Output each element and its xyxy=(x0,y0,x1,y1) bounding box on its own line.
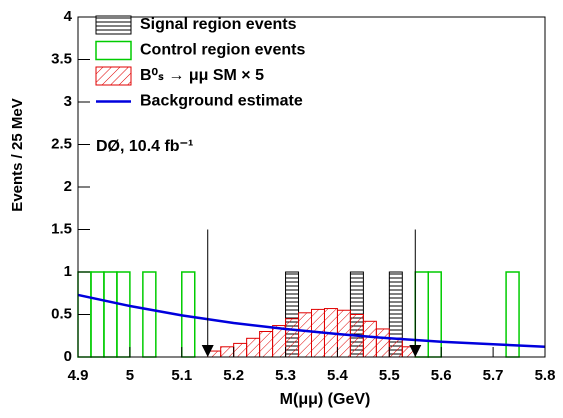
histogram-bin xyxy=(246,337,261,358)
arrow-head xyxy=(201,345,214,357)
y-tick-label: 2.5 xyxy=(51,135,72,152)
histogram-bin xyxy=(362,320,377,358)
histogram-bin xyxy=(116,271,131,358)
y-tick-label: 3.5 xyxy=(51,50,72,67)
histogram-bin xyxy=(414,271,429,358)
legend-label: Background estimate xyxy=(140,93,303,110)
y-tick-label: 4 xyxy=(64,8,73,25)
histogram-bin xyxy=(298,312,312,358)
x-tick-label: 5.8 xyxy=(535,367,556,384)
arrow-head xyxy=(409,345,422,357)
x-tick-label: 5.6 xyxy=(431,367,452,384)
x-tick-label: 5.1 xyxy=(171,367,192,384)
histogram-bin xyxy=(259,331,274,358)
legend-label: Signal region events xyxy=(140,16,297,33)
y-axis-title: Events / 25 MeV xyxy=(9,98,26,211)
legend-symbol xyxy=(95,66,132,86)
x-tick-label: 5.5 xyxy=(379,367,400,384)
x-tick-label: 5.2 xyxy=(223,367,244,384)
x-tick-label: 5 xyxy=(126,367,134,384)
histogram-bin xyxy=(142,271,157,358)
histogram-bin xyxy=(272,325,287,358)
x-axis-title: M(μμ) (GeV) xyxy=(280,391,371,408)
histogram-bin xyxy=(427,271,442,358)
y-tick-label: 0 xyxy=(64,348,72,365)
x-tick-label: 5.4 xyxy=(327,367,349,384)
histogram-bin xyxy=(375,328,390,358)
histogram-bin xyxy=(233,342,248,358)
legend-symbol xyxy=(95,15,132,35)
annotation: DØ, 10.4 fb⁻¹ xyxy=(96,138,193,155)
legend-label: B⁰ₛ → μμ SM × 5 xyxy=(140,67,264,84)
y-tick-label: 1 xyxy=(64,263,72,280)
x-tick-label: 5.3 xyxy=(275,367,296,384)
histogram-bin xyxy=(220,346,235,358)
histogram-bin xyxy=(285,318,300,358)
y-tick-label: 3 xyxy=(64,93,72,110)
y-tick-label: 1.5 xyxy=(51,220,72,237)
histogram-bin xyxy=(103,271,118,358)
legend-symbol xyxy=(95,40,132,61)
legend-label: Control region events xyxy=(140,42,305,59)
histogram-bin xyxy=(90,271,105,358)
y-tick-label: 0.5 xyxy=(51,305,72,322)
x-tick-label: 4.9 xyxy=(68,367,89,384)
y-tick-label: 2 xyxy=(64,178,72,195)
background-curve xyxy=(77,293,546,349)
x-tick-label: 5.7 xyxy=(483,367,504,384)
histogram-bin xyxy=(388,337,403,358)
